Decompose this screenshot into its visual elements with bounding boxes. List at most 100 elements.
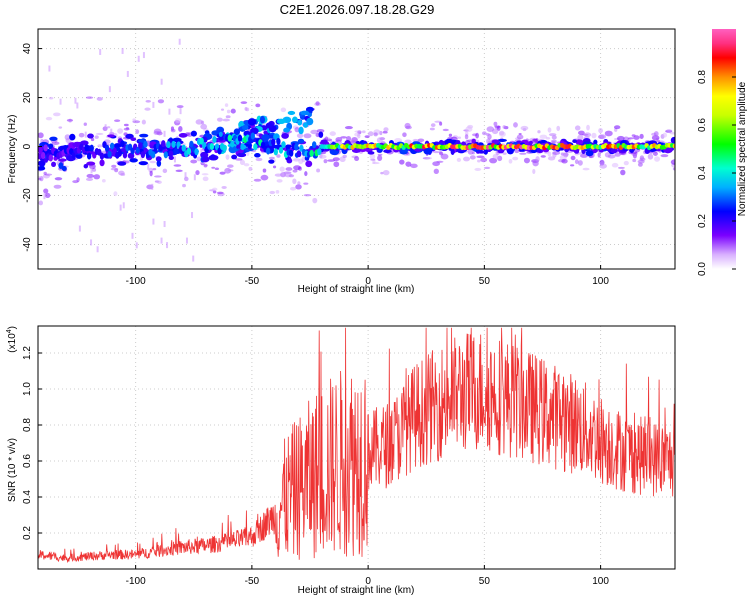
- colorbar-tick-label: 0.0: [697, 262, 708, 276]
- spectrogram-outlier-mark: [160, 237, 163, 244]
- spectrogram-halo-mark: [132, 118, 136, 122]
- spectrogram-halo-mark: [316, 128, 325, 133]
- spectrogram-halo-mark: [604, 130, 613, 137]
- spectrogram-halo-mark: [344, 125, 353, 130]
- spectrogram-branch-mark: [287, 110, 296, 116]
- spectrogram-halo-mark: [175, 169, 183, 173]
- spectrogram-halo-mark: [230, 108, 236, 114]
- spectrogram-halo-mark: [292, 178, 297, 185]
- spectrogram-cloud-mark: [125, 133, 134, 139]
- spectrogram-cloud-mark: [58, 158, 67, 162]
- spectrogram-halo-mark: [464, 134, 469, 140]
- spectrogram-halo-mark: [97, 144, 103, 148]
- spectrogram-halo-mark: [203, 164, 208, 168]
- spectrogram-halo-mark: [361, 130, 366, 134]
- spectrogram-halo-mark: [85, 177, 94, 181]
- spectrogram-halo-mark: [53, 184, 62, 189]
- spectrogram-halo-mark: [225, 154, 230, 160]
- spectrogram-halo-mark: [101, 178, 106, 183]
- spectrogram-ridge-mark: [212, 136, 217, 144]
- spectrogram-halo-mark: [399, 159, 405, 165]
- spectrogram-halo-mark: [662, 132, 668, 138]
- spectrogram-outlier-mark: [76, 102, 79, 109]
- spectrogram-halo-mark: [369, 153, 376, 160]
- spectrogram-halo-mark: [110, 167, 119, 171]
- spectrogram-halo-mark: [430, 123, 436, 128]
- snr-y-tick-label: 0.2: [22, 526, 33, 540]
- spectrogram-ridge-mark: [288, 149, 294, 157]
- spectrogram-halo-mark: [113, 191, 118, 197]
- spectrogram-halo-mark: [272, 165, 277, 169]
- spectrogram-ridge-mark: [311, 141, 317, 149]
- spectrogram-halo-mark: [412, 138, 419, 142]
- spectrogram-x-tick-label: 100: [592, 276, 609, 287]
- spectrogram-branch-mark: [233, 128, 241, 135]
- spectrogram-halo-mark: [520, 125, 529, 131]
- spectrogram-outlier-mark: [99, 48, 102, 55]
- spectrogram-ridge-mark: [276, 137, 281, 145]
- spectrogram-cloud-mark: [528, 140, 533, 145]
- spectrogram-halo-mark: [96, 97, 103, 101]
- spectrogram-halo-mark: [211, 166, 216, 169]
- spectrogram-halo-mark: [44, 192, 51, 199]
- spectrogram-ridge-mark: [217, 147, 222, 155]
- spectrogram-ridge-mark: [672, 143, 675, 149]
- spectrogram-branch-mark: [283, 127, 291, 133]
- spectrogram-outlier-mark: [200, 148, 203, 155]
- spectrogram-halo-mark: [497, 125, 501, 131]
- spectrogram-halo-mark: [570, 155, 576, 161]
- spectrogram-ridge-mark: [281, 141, 286, 149]
- spectrogram-frame: [37, 28, 676, 270]
- spectrogram-outlier-mark: [160, 78, 163, 85]
- spectrogram-halo-mark: [149, 170, 153, 177]
- spectrogram-halo-mark: [467, 148, 474, 155]
- spectrogram-halo-mark: [154, 175, 162, 178]
- spectrogram-ridge-mark: [171, 140, 176, 148]
- spectrogram-cloud-mark: [51, 161, 57, 168]
- spectrogram-halo-mark: [54, 177, 63, 181]
- spectrogram-halo-mark: [670, 159, 675, 165]
- spectrogram-halo-mark: [53, 112, 61, 117]
- spectrogram-halo-mark: [514, 148, 520, 154]
- spectrogram-ridge-mark: [99, 152, 105, 160]
- spectrogram-halo-mark: [195, 170, 200, 176]
- spectrogram-outlier-mark: [108, 86, 111, 93]
- spectrogram-halo-mark: [76, 177, 80, 183]
- spectrogram-halo-mark: [481, 131, 487, 136]
- spectrogram-ridge-mark: [143, 140, 148, 148]
- spectrogram-halo-mark: [332, 157, 340, 162]
- spectrogram-ridge-mark: [86, 152, 92, 160]
- spectrogram-halo-mark: [486, 138, 491, 145]
- spectrogram-outlier-mark: [90, 239, 93, 246]
- spectrogram-ridge-mark: [227, 134, 232, 142]
- spectrogram-halo-mark: [269, 190, 276, 195]
- spectrogram-halo-mark: [114, 119, 121, 123]
- spectrogram-halo-mark: [310, 129, 319, 135]
- spectrogram-halo-mark: [623, 160, 629, 166]
- spectrogram-x-tick-label: 50: [479, 276, 491, 287]
- spectrogram-halo-mark: [483, 166, 491, 170]
- spectrogram-branch-mark: [250, 127, 259, 135]
- spectrogram-halo-mark: [268, 156, 275, 160]
- spectrogram-cloud-mark: [156, 160, 162, 167]
- colorbar-scale: [712, 29, 736, 269]
- spectrogram-halo-mark: [262, 168, 267, 173]
- spectrogram-halo-mark: [276, 154, 281, 158]
- spectrogram-outlier-mark: [122, 202, 125, 209]
- spectrogram-outlier-mark: [173, 156, 176, 163]
- spectrogram-cloud-mark: [236, 152, 247, 158]
- spectrogram-halo-mark: [38, 132, 44, 139]
- spectrogram-halo-mark: [383, 127, 389, 132]
- spectrogram-y-ticks: -40 -20 0 20 40: [22, 43, 42, 252]
- spectrogram-halo-mark: [248, 166, 253, 171]
- spectrogram-halo-mark: [85, 96, 94, 99]
- spectrogram-halo-mark: [157, 99, 165, 104]
- spectrogram-cloud-mark: [86, 161, 96, 166]
- spectrogram-cloud-mark: [497, 138, 507, 142]
- spectrogram-halo-mark: [303, 182, 309, 185]
- spectrogram-outlier-mark: [192, 255, 195, 262]
- spectrogram-halo-mark: [519, 152, 527, 155]
- spectrogram-outlier-mark: [185, 237, 188, 244]
- spectrogram-halo-mark: [547, 156, 556, 161]
- spectrogram-halo-mark: [377, 153, 383, 156]
